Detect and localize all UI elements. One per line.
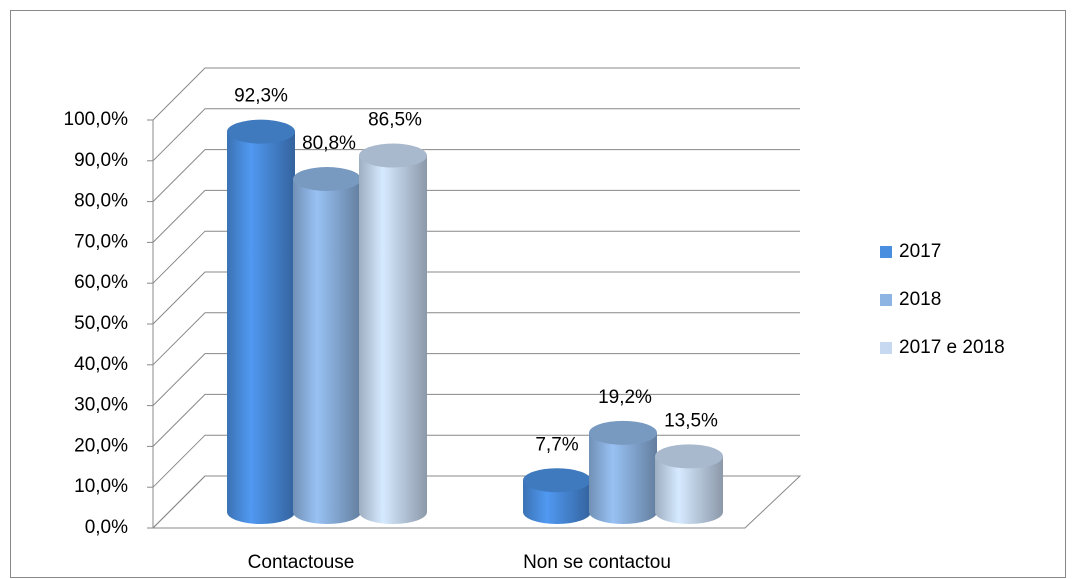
legend-label: 2018 xyxy=(899,289,941,310)
bar-body xyxy=(359,155,427,525)
grid-line xyxy=(152,353,800,406)
bar-top xyxy=(293,167,361,192)
legend-swatch xyxy=(880,294,892,306)
y-tick-label: 70,0% xyxy=(74,231,128,252)
x-tick-label: Contactouse xyxy=(248,552,355,573)
data-label: 86,5% xyxy=(368,110,422,131)
legend-swatch xyxy=(880,342,892,354)
bar-body xyxy=(589,432,657,524)
bar xyxy=(359,143,427,525)
x-tick-label: Non se contactou xyxy=(523,552,671,573)
y-tick-label: 50,0% xyxy=(74,313,128,334)
y-tick-label: 30,0% xyxy=(74,395,128,416)
legend-swatch xyxy=(880,246,892,258)
grid-line xyxy=(152,312,800,366)
bar-body xyxy=(655,456,723,524)
y-tick-label: 100,0% xyxy=(64,109,129,130)
grid-line xyxy=(152,393,800,447)
bar-body xyxy=(227,131,295,525)
legend-label: 2017 xyxy=(899,241,941,262)
data-label: 7,7% xyxy=(535,434,578,455)
grid-line xyxy=(152,271,800,325)
y-tick-label: 60,0% xyxy=(74,272,128,293)
y-tick-label: 0,0% xyxy=(85,517,128,538)
data-label: 19,2% xyxy=(598,387,652,408)
bar xyxy=(589,420,657,524)
grid-line xyxy=(152,149,800,202)
y-tick-label: 40,0% xyxy=(74,354,128,375)
y-tick-label: 10,0% xyxy=(74,476,128,497)
bar xyxy=(655,444,723,524)
bar xyxy=(293,167,361,524)
bar-top xyxy=(655,444,723,469)
grid-line xyxy=(152,189,800,243)
bar xyxy=(227,119,295,525)
data-label: 80,8% xyxy=(302,133,356,154)
grid-line xyxy=(152,108,800,162)
data-label: 13,5% xyxy=(664,410,718,431)
bar-top xyxy=(227,119,295,144)
bar-body xyxy=(293,179,361,524)
data-label: 92,3% xyxy=(234,86,288,107)
bar-top xyxy=(589,420,657,445)
grid-line xyxy=(152,67,800,121)
bar xyxy=(523,468,591,524)
bar-top xyxy=(359,143,427,168)
legend-label: 2017 e 2018 xyxy=(899,337,1005,358)
y-tick-label: 80,0% xyxy=(74,191,128,212)
grid-line xyxy=(152,230,800,284)
y-tick-label: 90,0% xyxy=(74,150,128,171)
y-tick-label: 20,0% xyxy=(74,435,128,456)
bar-top xyxy=(523,468,591,493)
bar-body xyxy=(523,480,591,524)
